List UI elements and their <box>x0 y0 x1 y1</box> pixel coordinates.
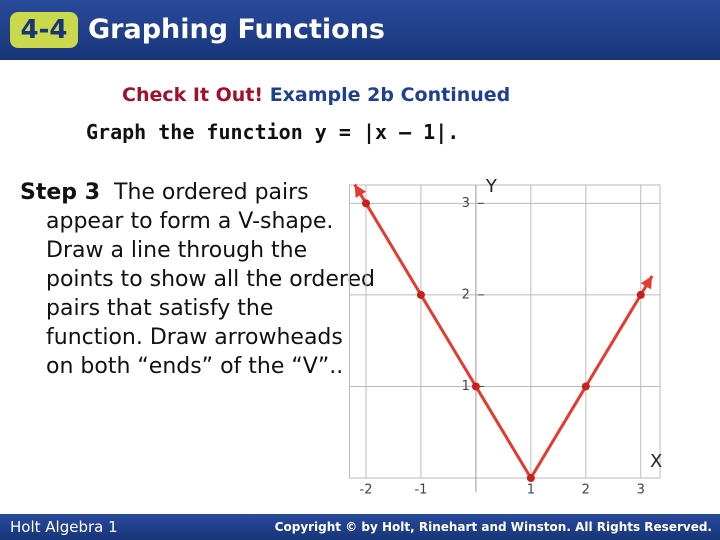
prompt: Graph the function y = |x – 1|. <box>86 120 460 144</box>
header-bar <box>0 0 720 60</box>
y-tick-label: 1 <box>462 379 470 394</box>
footer-left: Holt Algebra 1 <box>10 518 118 536</box>
data-point <box>526 474 535 482</box>
y-tick-label: 2 <box>462 287 470 302</box>
footer-bar <box>0 514 720 540</box>
y-tick-label: 3 <box>462 196 470 211</box>
data-point <box>361 199 370 208</box>
subtitle-rest: Example 2b Continued <box>269 84 511 106</box>
footer-right: Copyright © by Holt, Rinehart and Winsto… <box>274 520 712 534</box>
x-tick-label: -2 <box>360 483 373 498</box>
y-axis-label: Y <box>485 176 498 197</box>
data-point <box>416 290 425 299</box>
arrowhead <box>354 184 366 198</box>
data-point <box>471 382 480 391</box>
plot-frame <box>349 184 661 479</box>
x-tick-label: 3 <box>637 483 645 498</box>
x-tick-label: -1 <box>414 483 427 498</box>
data-point <box>581 382 590 391</box>
x-axis-label: X <box>650 451 662 472</box>
step-text: Step 3 The ordered pairs appear to form … <box>20 178 376 381</box>
x-tick-label: 1 <box>527 483 535 498</box>
lesson-title: Graphing Functions <box>88 14 385 45</box>
x-tick-label: 2 <box>582 483 590 498</box>
data-line <box>364 202 643 481</box>
step-label: Step 3 <box>20 180 100 205</box>
subtitle-lead: Check It Out! <box>122 84 264 106</box>
data-point <box>636 290 645 299</box>
lesson-badge: 4-4 <box>10 12 78 48</box>
step-body: The ordered pairs appear to form a V-sha… <box>46 180 375 379</box>
subtitle: Check It Out! Example 2b Continued <box>122 84 510 106</box>
arrowhead <box>640 276 653 290</box>
